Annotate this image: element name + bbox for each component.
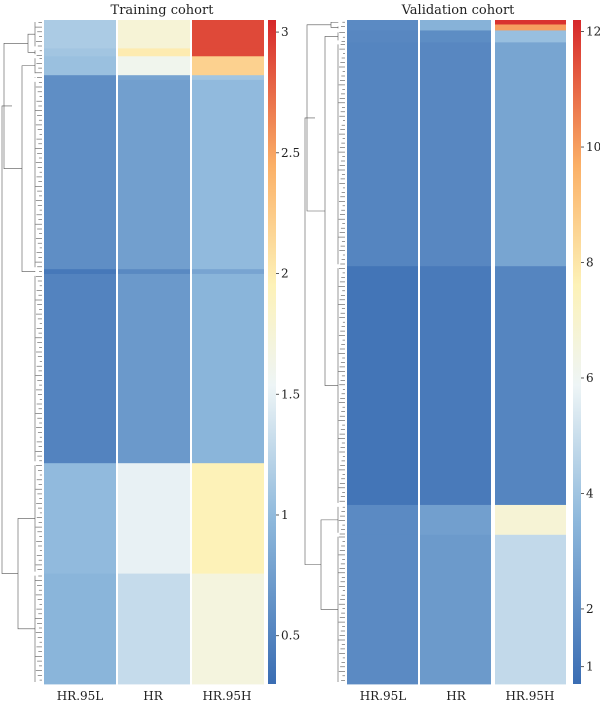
- heatmap-cell: [192, 79, 264, 270]
- heatmap-cell: [44, 573, 116, 685]
- heatmap-cell: [192, 273, 264, 464]
- dendrogram-branch: [330, 21, 338, 28]
- dendrogram-branch: [27, 33, 35, 53]
- heatmap-cell: [192, 573, 264, 685]
- heatmap-cell: [44, 269, 116, 275]
- dendrogram-training: [1, 22, 42, 682]
- heatmap-cell: [347, 534, 418, 685]
- heatmap-cell: [192, 20, 264, 49]
- heatmap-cell: [44, 463, 116, 574]
- heatmap-cell: [420, 266, 491, 506]
- colorbar-tick-label: 8: [586, 256, 594, 270]
- heatmap-cell: [420, 20, 491, 25]
- heatmap-cell: [347, 504, 418, 536]
- panel-title-validation: Validation cohort: [401, 3, 516, 18]
- heatmap-cell: [495, 42, 566, 267]
- heatmap-cells-validation: [347, 20, 566, 685]
- heatmap-cell: [420, 504, 491, 536]
- heatmap-cell: [192, 75, 264, 81]
- colorbar-tick-label: 10: [586, 140, 600, 154]
- column-label: HR: [143, 689, 163, 703]
- heatmap-cell: [495, 30, 566, 43]
- heatmap-cell: [44, 79, 116, 270]
- colorbar-tick-label: 2: [586, 602, 594, 616]
- colorbar-training: 0.5 1 1.5 2 2.5 3: [268, 20, 300, 684]
- dendrogram-branch: [21, 65, 35, 272]
- panel-title-training: Training cohort: [111, 3, 215, 18]
- heatmap-cell: [495, 504, 566, 536]
- heatmap-cell: [495, 534, 566, 685]
- heatmap-cell: [347, 30, 418, 43]
- heatmap-cell: [44, 75, 116, 81]
- heatmap-cell: [420, 534, 491, 685]
- column-label: HR.95L: [57, 689, 104, 703]
- heatmap-cell: [495, 266, 566, 506]
- heatmap-cell: [192, 56, 264, 76]
- colorbar-tick-label: 3: [281, 25, 289, 39]
- colorbar-gradient: [268, 20, 276, 684]
- heatmap-cell: [118, 20, 190, 49]
- heatmap-cell: [420, 42, 491, 267]
- column-label: HR.95H: [202, 689, 251, 703]
- colorbar-tick-label: 2: [281, 267, 289, 281]
- panel-training: Training cohort 0.5 1 1.5 2 2.5 3 HR.95L HR H…: [1, 3, 300, 703]
- heatmap-cell: [44, 273, 116, 464]
- heatmap-cell: [118, 79, 190, 270]
- heatmap-cell: [44, 20, 116, 49]
- colorbar-tick-label: 6: [586, 371, 594, 385]
- heatmap-cell: [118, 75, 190, 81]
- colorbar-tick-label: 1.5: [281, 387, 300, 401]
- colorbar-tick-label: 1: [586, 660, 594, 674]
- colorbar-tick-label: 2.5: [281, 146, 300, 160]
- heatmap-cell: [118, 273, 190, 464]
- dendrogram-branch: [320, 519, 338, 610]
- heatmap-cell: [118, 48, 190, 57]
- heatmap-cell: [347, 20, 418, 25]
- colorbar-tick-label: 12: [586, 25, 600, 39]
- heatmap-cell: [192, 269, 264, 275]
- colorbar-ticks-training: 0.5 1 1.5 2 2.5 3: [276, 25, 300, 643]
- heatmap-cell: [44, 48, 116, 57]
- heatmap-cell: [44, 56, 116, 76]
- colorbar-tick-label: 0.5: [281, 629, 300, 643]
- heatmap-cell: [495, 20, 566, 25]
- dendrogram-validation: [304, 21, 345, 682]
- dendrogram-branch: [17, 518, 35, 630]
- heatmap-cells-training: [44, 20, 264, 685]
- heatmap-cell: [495, 24, 566, 31]
- column-label: HR: [446, 689, 466, 703]
- heatmap-cell: [118, 56, 190, 76]
- heatmap-cell: [192, 48, 264, 57]
- heatmap-cell: [118, 463, 190, 574]
- colorbar-tick-label: 1: [281, 508, 289, 522]
- heatmap-cell: [347, 24, 418, 31]
- heatmap-cell: [118, 573, 190, 685]
- heatmap-cell: [420, 30, 491, 43]
- colorbar-tick-label: 4: [586, 486, 594, 500]
- dendrogram-branch: [304, 117, 321, 565]
- heatmap-cell: [118, 269, 190, 275]
- heatmap-cell: [347, 266, 418, 506]
- column-label: HR.95H: [505, 689, 554, 703]
- heatmap-cell: [192, 463, 264, 574]
- dendrogram-branch: [324, 36, 338, 386]
- column-label: HR.95L: [360, 689, 407, 703]
- heatmap-cell: [420, 24, 491, 31]
- dendrogram-branch: [1, 105, 18, 574]
- heatmap-cell: [347, 42, 418, 267]
- colorbar-gradient: [573, 20, 581, 684]
